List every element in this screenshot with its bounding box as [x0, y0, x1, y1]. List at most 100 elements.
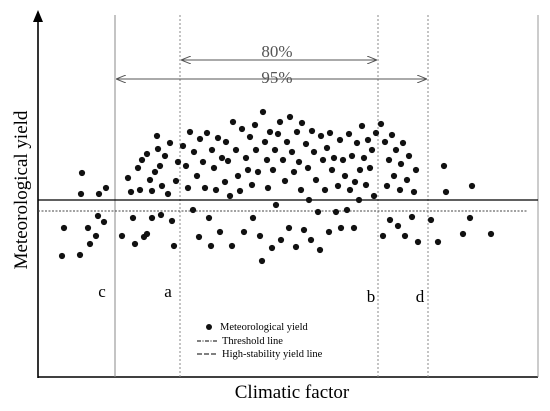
data-point — [283, 138, 291, 146]
data-point — [170, 242, 178, 250]
data-point — [285, 224, 293, 232]
data-point — [346, 186, 354, 194]
data-point — [396, 186, 404, 194]
data-point — [172, 177, 180, 185]
data-point — [131, 240, 139, 248]
data-point — [127, 188, 135, 196]
data-point — [216, 228, 224, 236]
data-point — [154, 145, 162, 153]
data-point — [337, 224, 345, 232]
data-point — [118, 232, 126, 240]
scatter-points — [58, 108, 495, 265]
data-point — [148, 214, 156, 222]
data-point — [94, 212, 102, 220]
data-point — [76, 251, 84, 259]
range-label-80: 80% — [261, 42, 292, 61]
data-point — [218, 154, 226, 162]
data-point — [221, 178, 229, 186]
data-point — [236, 187, 244, 195]
data-point — [339, 156, 347, 164]
data-point — [321, 186, 329, 194]
data-point — [58, 252, 66, 260]
data-point — [244, 166, 252, 174]
data-point — [84, 224, 92, 232]
legend: Meteorological yield Threshold line High… — [197, 322, 323, 360]
data-point — [356, 166, 364, 174]
data-point — [153, 132, 161, 140]
data-point — [368, 146, 376, 154]
data-point — [134, 164, 142, 172]
data-point — [353, 139, 361, 147]
y-axis-label: Meteorological yield — [11, 110, 32, 269]
data-point — [138, 156, 146, 164]
boundary-label-b: b — [367, 287, 376, 306]
data-point — [129, 214, 137, 222]
data-point — [92, 232, 100, 240]
data-point — [343, 206, 351, 214]
data-point — [319, 156, 327, 164]
data-point — [252, 146, 260, 154]
legend-threshold-label: Threshold line — [222, 336, 283, 347]
data-point — [272, 201, 280, 209]
data-point — [304, 164, 312, 172]
data-point — [268, 244, 276, 252]
data-point — [399, 139, 407, 147]
data-point — [385, 156, 393, 164]
data-point — [381, 138, 389, 146]
data-point — [210, 164, 218, 172]
data-point — [298, 119, 306, 127]
data-point — [332, 208, 340, 216]
data-point — [290, 168, 298, 176]
data-point — [151, 168, 159, 176]
data-point — [466, 214, 474, 222]
data-point — [405, 152, 413, 160]
data-point — [312, 176, 320, 184]
data-point — [286, 113, 294, 121]
data-point — [256, 232, 264, 240]
data-point — [263, 156, 271, 164]
data-point — [174, 158, 182, 166]
data-point — [240, 228, 248, 236]
data-point — [307, 236, 315, 244]
data-point — [279, 156, 287, 164]
data-point — [226, 192, 234, 200]
data-point — [201, 184, 209, 192]
data-point — [205, 214, 213, 222]
data-point — [100, 218, 108, 226]
data-point — [157, 211, 165, 219]
data-point — [372, 129, 380, 137]
data-point — [189, 206, 197, 214]
data-point — [232, 146, 240, 154]
data-point — [249, 214, 257, 222]
data-point — [351, 178, 359, 186]
data-point — [190, 148, 198, 156]
data-point — [487, 230, 495, 238]
data-point — [248, 181, 256, 189]
data-point — [414, 238, 422, 246]
data-point — [234, 172, 242, 180]
data-point — [148, 187, 156, 195]
data-point — [186, 128, 194, 136]
x-axis-label: Climatic factor — [235, 382, 350, 403]
data-point — [78, 169, 86, 177]
data-point — [295, 158, 303, 166]
data-point — [196, 135, 204, 143]
data-point — [403, 176, 411, 184]
boundary-label-a: a — [164, 282, 172, 301]
data-point — [212, 186, 220, 194]
data-point — [266, 128, 274, 136]
data-point — [60, 224, 68, 232]
data-point — [136, 186, 144, 194]
data-point — [143, 230, 151, 238]
data-point — [386, 216, 394, 224]
data-point — [459, 230, 467, 238]
data-point — [316, 246, 324, 254]
data-point — [397, 160, 405, 168]
data-point — [77, 190, 85, 198]
data-point — [310, 148, 318, 156]
data-point — [166, 139, 174, 147]
data-point — [401, 232, 409, 240]
data-point — [102, 184, 110, 192]
